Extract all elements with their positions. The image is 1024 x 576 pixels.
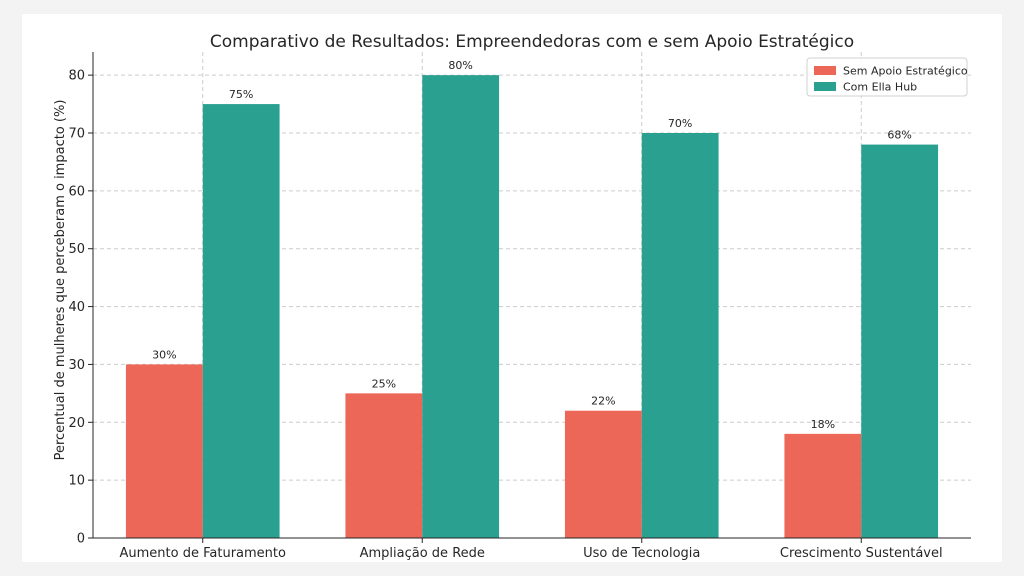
bar — [202, 104, 280, 539]
y-tick-label: 40 — [68, 300, 85, 315]
bar-chart: Comparativo de Resultados: Empreendedora… — [53, 32, 971, 561]
bar — [641, 133, 719, 538]
bar — [422, 75, 500, 538]
bar — [564, 410, 642, 538]
y-tick-label: 60 — [68, 184, 85, 199]
y-tick-label: 20 — [68, 416, 85, 431]
bar — [861, 144, 939, 539]
y-tick-label: 30 — [68, 358, 85, 373]
y-tick-label: 70 — [68, 127, 85, 142]
ticks: 0 10 20 30 40 50 60 70 80 Aumento de Faturamento A… — [68, 69, 942, 561]
legend-swatch — [814, 82, 836, 91]
bar — [345, 393, 423, 538]
data-label: 75% — [229, 88, 253, 101]
chart-title: Comparativo de Resultados: Empreendedora… — [210, 32, 854, 52]
data-label: 80% — [448, 59, 472, 72]
bar — [784, 433, 862, 538]
x-tick-label: Aumento de Faturamento — [120, 546, 286, 561]
y-tick-label: 0 — [77, 532, 85, 547]
data-label: 18% — [811, 418, 835, 431]
legend-swatch — [814, 66, 836, 75]
data-label: 22% — [591, 395, 615, 408]
y-tick-label: 50 — [68, 242, 85, 257]
x-tick-label: Ampliação de Rede — [360, 546, 485, 561]
bars: 30% 75% 25% 80% 22% 70% 18% 68% — [125, 59, 939, 539]
legend-box — [806, 57, 968, 97]
chart-panel: Comparativo de Resultados: Empreendedora… — [22, 14, 1002, 562]
legend-label: Sem Apoio Estratégico — [843, 65, 968, 78]
data-label: 25% — [372, 377, 396, 390]
legend-label: Com Ella Hub — [843, 81, 917, 94]
legend: Sem Apoio Estratégico Com Ella Hub — [806, 57, 968, 97]
data-label: 68% — [887, 129, 911, 142]
y-tick-label: 10 — [68, 474, 85, 489]
data-label: 30% — [152, 348, 176, 361]
data-label: 70% — [668, 117, 692, 130]
x-tick-label: Uso de Tecnologia — [583, 546, 700, 561]
y-axis-label: Percentual de mulheres que perceberam o … — [53, 100, 68, 461]
bar — [125, 364, 203, 538]
y-tick-label: 80 — [68, 69, 85, 84]
x-tick-label: Crescimento Sustentável — [780, 546, 943, 561]
